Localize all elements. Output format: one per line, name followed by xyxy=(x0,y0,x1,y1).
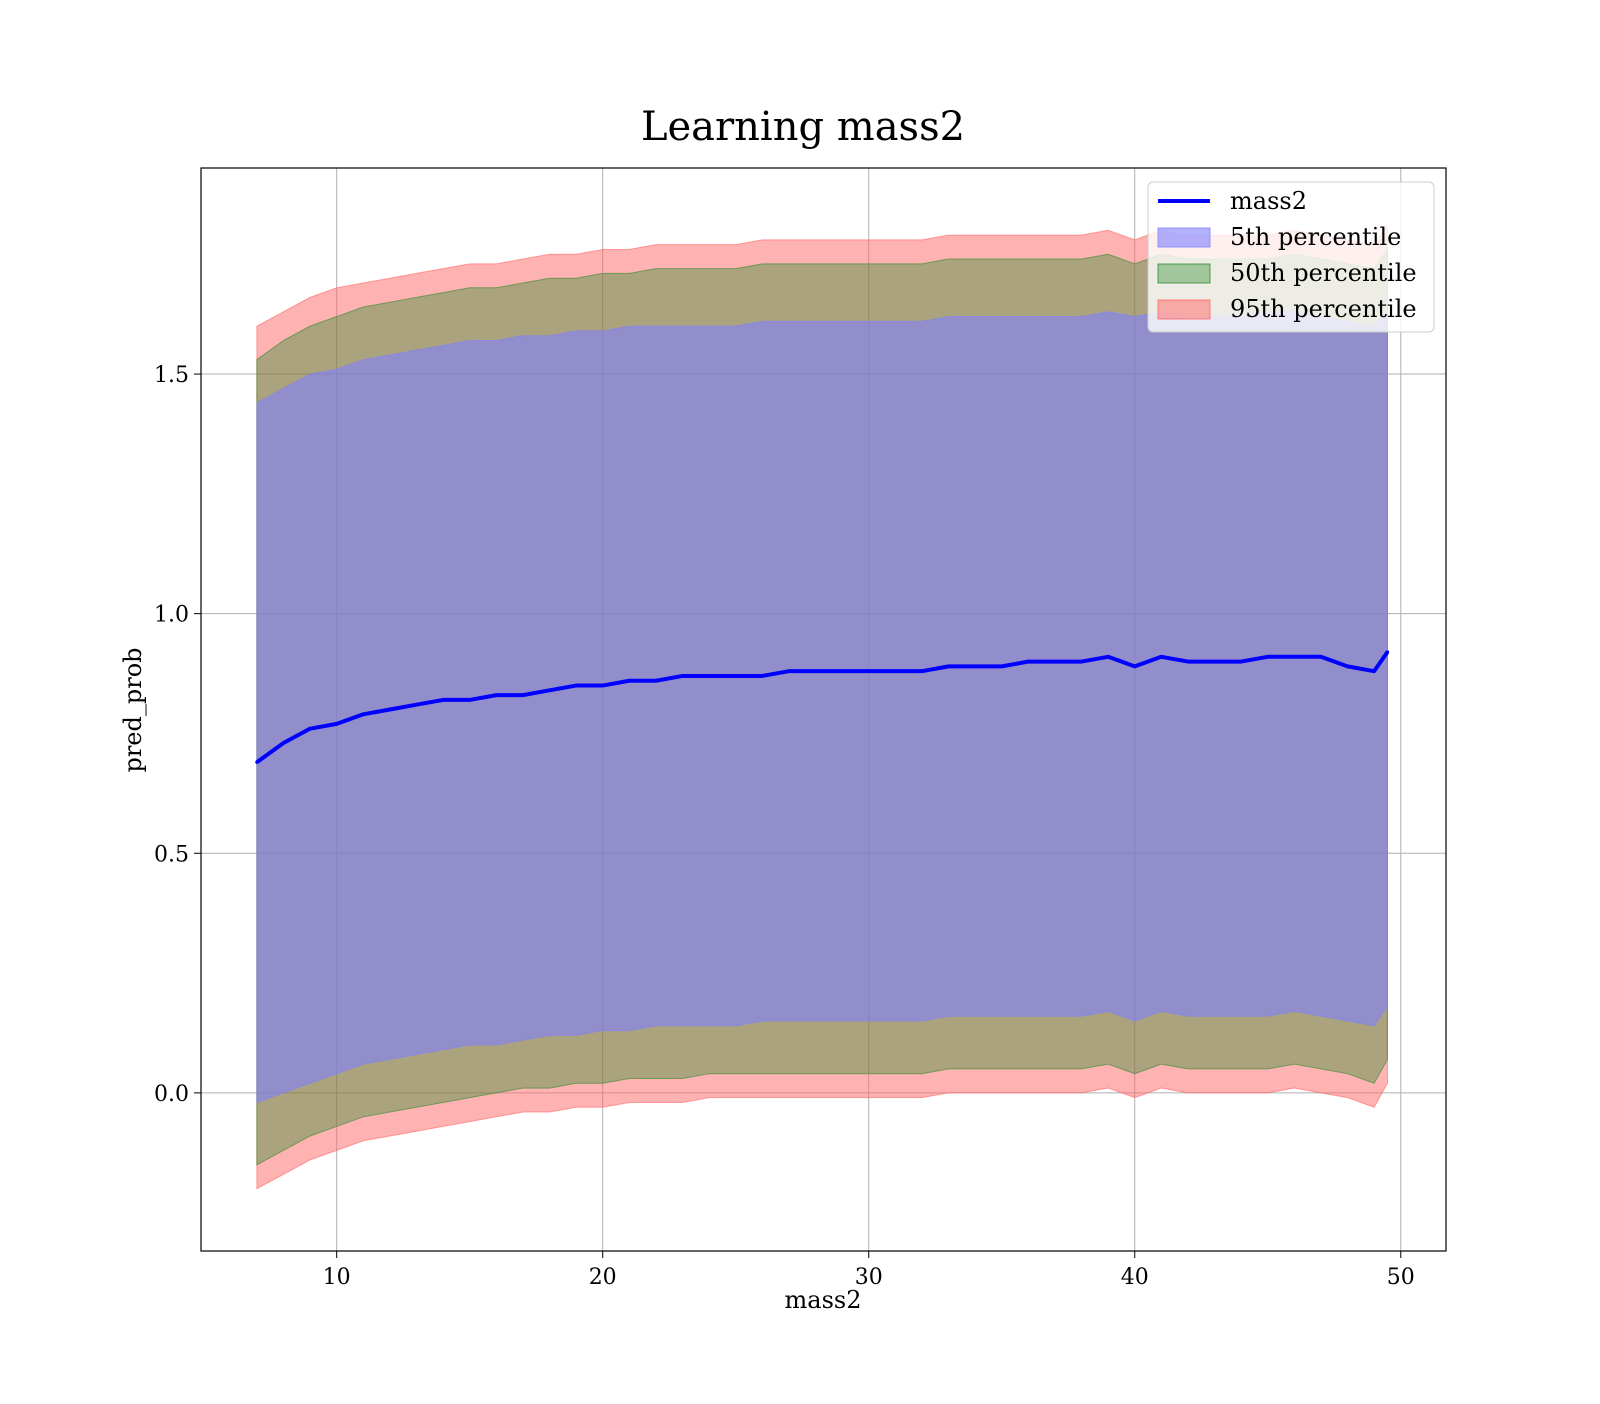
legend-items: mass2 5th percentile 50th percentile 95th p… xyxy=(1157,187,1417,323)
data-point-mass2-32 xyxy=(1106,655,1110,659)
data-point-mass2-22 xyxy=(840,669,844,673)
data-point-mass2-27 xyxy=(973,664,977,668)
legend-label-mass2: mass2 xyxy=(1230,187,1307,215)
data-point-mass2-33 xyxy=(1133,664,1137,668)
data-point-mass2-34 xyxy=(1159,655,1163,659)
data-point-mass2-29 xyxy=(1026,659,1030,664)
data-point-mass2-4 xyxy=(361,712,365,716)
percentile-bands xyxy=(256,223,1388,1190)
y-tick-label-0: 0.0 xyxy=(154,1082,189,1107)
data-point-mass2-5 xyxy=(388,707,392,712)
data-point-mass2-19 xyxy=(760,674,764,678)
legend-swatch-50th-percentile xyxy=(1157,263,1211,284)
data-point-mass2-31 xyxy=(1079,659,1084,664)
legend-label-95th-percentile: 95th percentile xyxy=(1230,295,1417,323)
chart-title: Learning mass2 xyxy=(641,104,965,150)
plot-area-frame xyxy=(200,167,1447,1252)
data-point-mass2-40 xyxy=(1319,655,1323,659)
data-point-mass2-10 xyxy=(521,693,525,697)
x-tick-label-2: 30 xyxy=(855,1265,883,1290)
y-tick-label-3: 1.5 xyxy=(154,363,189,388)
data-point-mass2-2 xyxy=(308,727,312,731)
y-axis-label: pred_prob xyxy=(119,647,147,772)
data-point-mass2-3 xyxy=(335,722,339,726)
data-point-mass2-12 xyxy=(574,683,578,688)
data-point-mass2-8 xyxy=(468,698,472,702)
data-point-mass2-0 xyxy=(255,760,259,764)
band-5th-percentile xyxy=(256,310,1388,1104)
x-tick-label-4: 50 xyxy=(1387,1265,1415,1290)
y-tick-label-1: 0.5 xyxy=(154,842,189,867)
data-point-mass2-16 xyxy=(680,674,685,678)
data-point-mass2-18 xyxy=(734,674,738,678)
data-point-mass2-21 xyxy=(813,669,818,673)
data-point-mass2-30 xyxy=(1053,659,1057,664)
legend-swatch-5th-percentile xyxy=(1157,227,1211,248)
x-tick-label-3: 40 xyxy=(1121,1265,1149,1290)
y-tick-label-2: 1.0 xyxy=(154,603,189,628)
data-point-mass2-9 xyxy=(494,693,498,697)
y-axis-ticks: 0.0 0.5 1.0 1.5 xyxy=(154,363,201,1107)
data-point-mass2-25 xyxy=(920,669,924,673)
legend-swatch-95th-percentile xyxy=(1157,299,1211,320)
data-point-mass2-23 xyxy=(867,669,871,673)
x-tick-label-1: 20 xyxy=(589,1265,617,1290)
data-point-mass2-26 xyxy=(946,664,951,668)
data-point-mass2-43 xyxy=(1385,650,1390,654)
data-point-mass2-15 xyxy=(654,679,658,683)
legend-label-50th-percentile: 50th percentile xyxy=(1230,259,1417,287)
x-axis-ticks: 10 20 30 40 50 xyxy=(323,1251,1415,1290)
data-point-mass2-24 xyxy=(893,669,897,673)
data-point-mass2-7 xyxy=(441,698,445,702)
line-mass2 xyxy=(255,650,1390,764)
data-point-mass2-17 xyxy=(707,674,711,678)
data-point-mass2-38 xyxy=(1266,655,1270,659)
x-axis-label: mass2 xyxy=(785,1286,862,1314)
series-lines xyxy=(255,650,1390,764)
data-point-mass2-13 xyxy=(601,683,605,688)
data-point-mass2-28 xyxy=(1000,664,1004,668)
data-point-mass2-41 xyxy=(1345,664,1350,668)
legend-label-5th-percentile: 5th percentile xyxy=(1230,223,1401,251)
data-point-mass2-35 xyxy=(1186,659,1190,664)
data-point-mass2-6 xyxy=(414,703,419,707)
data-point-mass2-11 xyxy=(547,688,552,692)
data-point-mass2-14 xyxy=(627,679,631,683)
legend-frame xyxy=(1147,181,1435,333)
axes xyxy=(200,167,1447,1252)
data-point-mass2-20 xyxy=(787,669,791,673)
data-point-mass2-42 xyxy=(1372,669,1376,673)
legend: mass2 5th percentile 50th percentile 95th p… xyxy=(1147,181,1435,333)
x-tick-label-0: 10 xyxy=(323,1265,351,1290)
data-point-mass2-36 xyxy=(1212,659,1217,664)
data-point-mass2-1 xyxy=(281,741,286,745)
data-point-mass2-39 xyxy=(1292,655,1296,659)
data-point-mass2-37 xyxy=(1239,659,1243,664)
